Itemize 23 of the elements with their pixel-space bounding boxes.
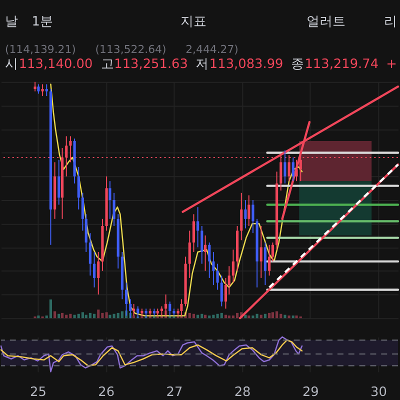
text: 지표 [180, 14, 207, 30]
text: 시 [4, 56, 18, 72]
text: 고 [101, 56, 114, 72]
text: + [386, 56, 397, 72]
x-tick-label: 30 [370, 385, 387, 400]
x-tick-label: 27 [166, 385, 183, 400]
text: 리 [384, 14, 398, 30]
text: 종 [290, 56, 304, 72]
text: 얼러트 [306, 14, 346, 30]
text: (113,522.64) [95, 43, 166, 56]
text: 113,219.74 [304, 56, 379, 72]
text: 저 [196, 56, 209, 72]
text: 113,140.00 [18, 56, 93, 72]
text: 날 [4, 14, 18, 30]
x-tick-label: 25 [30, 385, 46, 400]
x-tick-label: 26 [98, 385, 115, 400]
x-tick-label: 28 [234, 385, 251, 400]
text: 2,444.27) [186, 43, 238, 56]
x-tick-label: 29 [302, 385, 319, 400]
text: 1분 [32, 14, 53, 30]
text: (114,139.21) [4, 43, 76, 56]
text: 113,083.99 [209, 56, 284, 72]
text: 113,251.63 [114, 56, 188, 72]
